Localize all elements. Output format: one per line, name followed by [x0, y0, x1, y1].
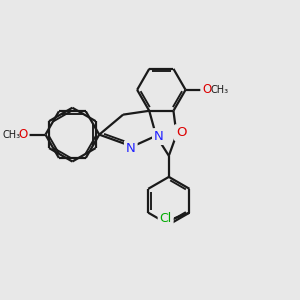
- Text: CH₃: CH₃: [3, 130, 21, 140]
- Text: N: N: [154, 130, 164, 143]
- Text: Cl: Cl: [160, 212, 172, 225]
- Text: CH₃: CH₃: [210, 85, 228, 95]
- Text: N: N: [126, 142, 136, 155]
- Text: O: O: [19, 128, 28, 141]
- Text: O: O: [202, 83, 211, 96]
- Text: O: O: [176, 126, 186, 139]
